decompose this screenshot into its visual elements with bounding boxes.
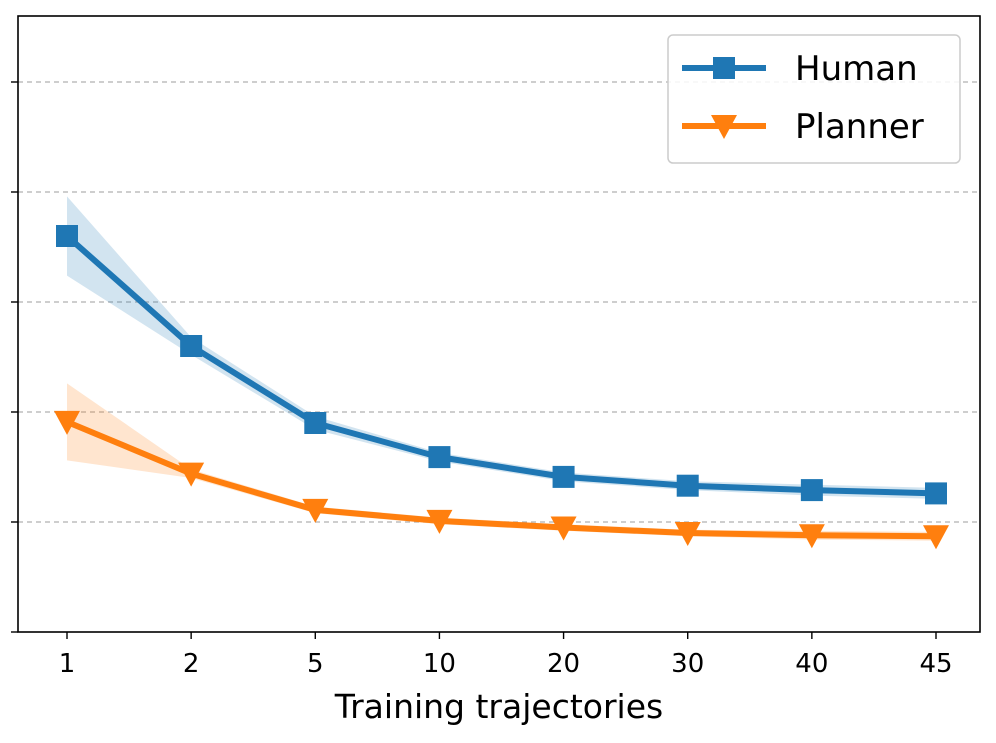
- planner-point: [54, 410, 80, 435]
- planner-point: [302, 498, 329, 523]
- x-axis-ticks: 1 2 5 10 20 30 40 45: [59, 632, 953, 679]
- planner-point: [923, 525, 949, 550]
- x-tick-label: 10: [423, 649, 456, 679]
- y-axis-ticks: [11, 81, 18, 633]
- planner-line: [64, 418, 939, 540]
- planner-point: [178, 462, 205, 487]
- series-lines: [64, 233, 939, 540]
- x-axis-title: Training trajectories: [334, 687, 663, 726]
- human-point: [676, 474, 699, 497]
- human-point: [56, 225, 78, 247]
- x-tick-label: 2: [183, 649, 200, 679]
- legend-human-label: Human: [795, 49, 918, 89]
- x-tick-label: 1: [59, 649, 76, 679]
- human-point: [180, 335, 203, 357]
- x-tick-label: 45: [919, 649, 952, 679]
- x-tick-label: 5: [307, 649, 324, 679]
- plot-frame: [17, 15, 981, 633]
- planner-point: [674, 522, 701, 546]
- series-markers: [54, 225, 949, 550]
- human-point: [428, 446, 451, 469]
- human-point: [925, 482, 947, 505]
- x-tick-label: 40: [795, 649, 828, 679]
- human-point: [304, 412, 327, 434]
- legend-planner-label: Planner: [795, 107, 924, 147]
- human-point: [800, 479, 823, 502]
- human-point: [552, 465, 575, 488]
- human-line: [64, 233, 939, 497]
- planner-point: [550, 516, 577, 541]
- legend: Human Planner: [667, 34, 961, 164]
- x-tick-label: 30: [671, 649, 704, 679]
- legend-human-marker: [713, 57, 735, 79]
- planner-band: [67, 383, 936, 541]
- planner-point: [798, 524, 825, 549]
- planner-point: [426, 509, 453, 534]
- legend-planner-marker: [711, 115, 737, 139]
- x-tick-label: 20: [547, 649, 580, 679]
